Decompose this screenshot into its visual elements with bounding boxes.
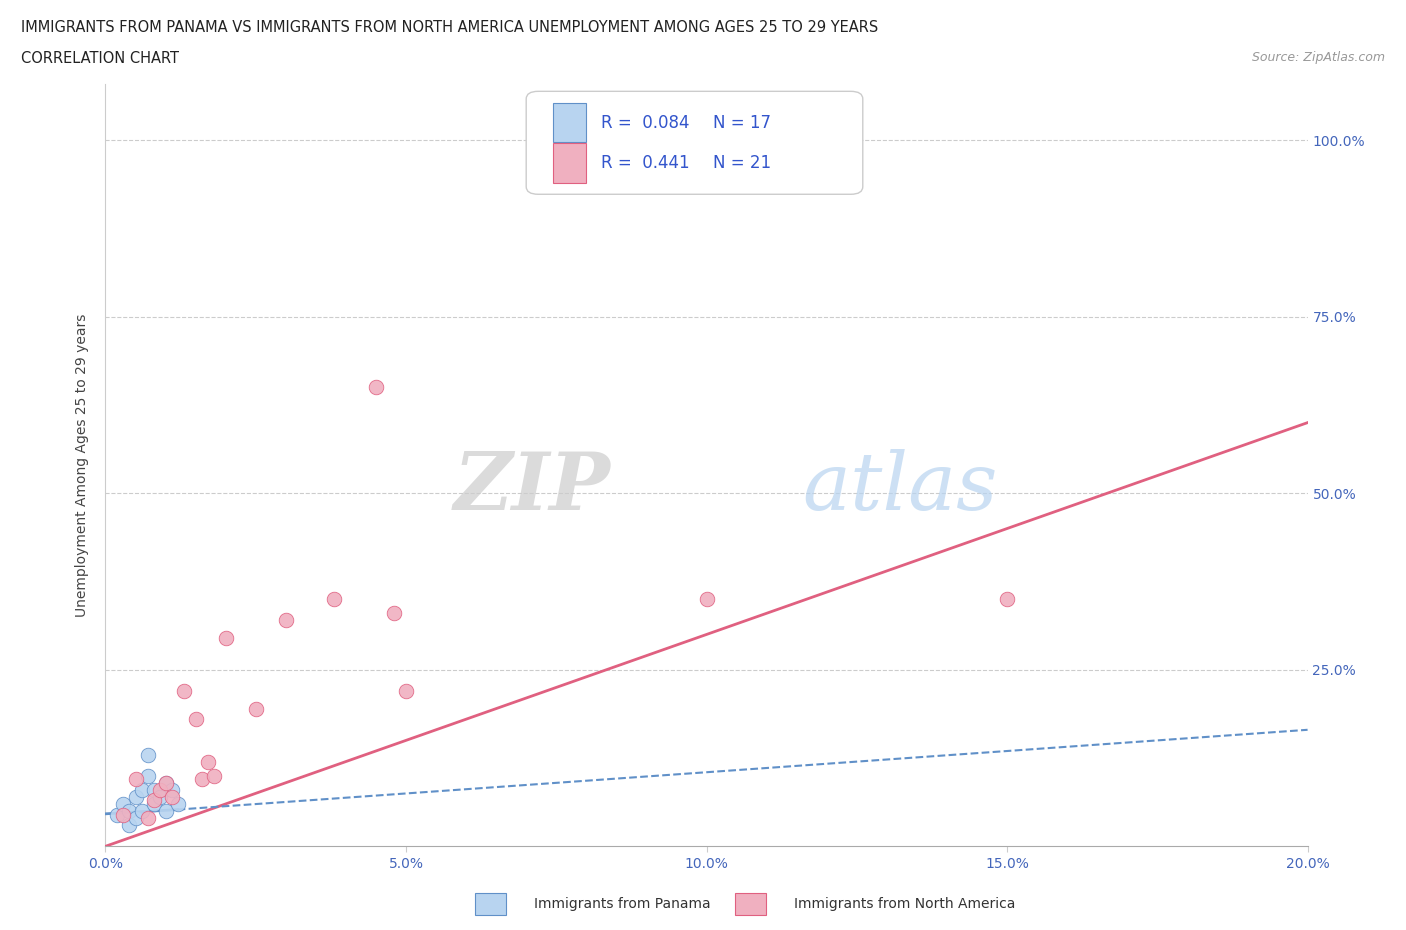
- Y-axis label: Unemployment Among Ages 25 to 29 years: Unemployment Among Ages 25 to 29 years: [76, 313, 90, 617]
- Point: [118, 804, 141, 818]
- Point: [190, 772, 212, 787]
- Point: [136, 768, 159, 783]
- Point: [112, 796, 135, 811]
- Point: [131, 804, 153, 818]
- Point: [142, 793, 165, 808]
- Text: Source: ZipAtlas.com: Source: ZipAtlas.com: [1251, 51, 1385, 64]
- Point: [995, 591, 1018, 606]
- Point: [136, 811, 159, 826]
- Point: [245, 701, 267, 716]
- Point: [274, 613, 297, 628]
- Point: [166, 796, 188, 811]
- Text: CORRELATION CHART: CORRELATION CHART: [21, 51, 179, 66]
- Point: [124, 772, 146, 787]
- Point: [214, 631, 236, 645]
- Point: [124, 790, 146, 804]
- Point: [202, 768, 225, 783]
- Text: atlas: atlas: [803, 449, 998, 526]
- Point: [136, 747, 159, 762]
- Point: [382, 605, 405, 620]
- Text: N = 17: N = 17: [713, 113, 770, 132]
- Point: [322, 591, 344, 606]
- Point: [395, 684, 418, 698]
- Point: [160, 782, 183, 797]
- Point: [155, 804, 177, 818]
- Text: R =  0.441: R = 0.441: [600, 154, 689, 172]
- Point: [124, 811, 146, 826]
- Point: [155, 776, 177, 790]
- Point: [160, 790, 183, 804]
- Point: [173, 684, 195, 698]
- Point: [197, 754, 219, 769]
- FancyBboxPatch shape: [526, 91, 863, 194]
- Text: R =  0.084: R = 0.084: [600, 113, 689, 132]
- Text: IMMIGRANTS FROM PANAMA VS IMMIGRANTS FROM NORTH AMERICA UNEMPLOYMENT AMONG AGES : IMMIGRANTS FROM PANAMA VS IMMIGRANTS FRO…: [21, 20, 879, 35]
- Text: Immigrants from Panama: Immigrants from Panama: [534, 897, 711, 911]
- Point: [112, 807, 135, 822]
- Point: [148, 790, 170, 804]
- Point: [364, 379, 387, 394]
- Point: [696, 591, 718, 606]
- FancyBboxPatch shape: [553, 143, 586, 183]
- Point: [118, 817, 141, 832]
- FancyBboxPatch shape: [553, 103, 586, 142]
- Point: [184, 711, 207, 726]
- Point: [155, 776, 177, 790]
- Text: ZIP: ZIP: [454, 449, 610, 526]
- Point: [142, 782, 165, 797]
- Point: [142, 796, 165, 811]
- Text: Immigrants from North America: Immigrants from North America: [794, 897, 1015, 911]
- Point: [107, 807, 129, 822]
- Point: [131, 782, 153, 797]
- Text: N = 21: N = 21: [713, 154, 770, 172]
- Point: [148, 782, 170, 797]
